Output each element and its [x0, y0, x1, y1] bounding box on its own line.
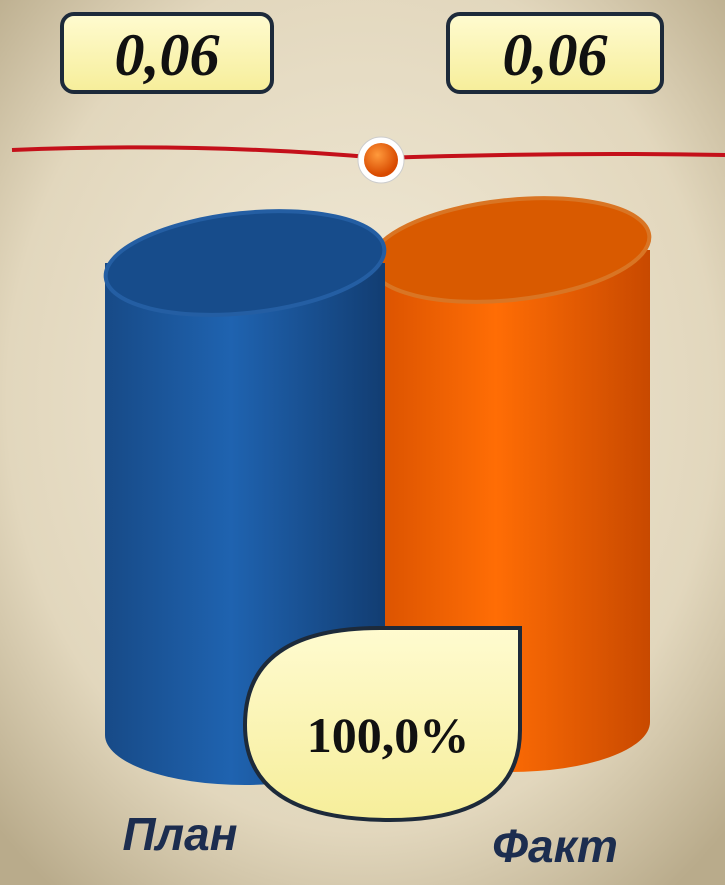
category-label: Факт: [492, 820, 618, 872]
value-box: [446, 12, 664, 94]
percent-bubble: [242, 626, 522, 823]
cylinder-top: [103, 209, 387, 317]
value-label: 0,06: [503, 22, 608, 88]
category-label: План: [122, 808, 237, 860]
value-label: 0,06: [115, 22, 220, 88]
percent-label: 100,0%: [307, 707, 470, 763]
value-box: [60, 12, 274, 94]
dot: [364, 143, 398, 177]
